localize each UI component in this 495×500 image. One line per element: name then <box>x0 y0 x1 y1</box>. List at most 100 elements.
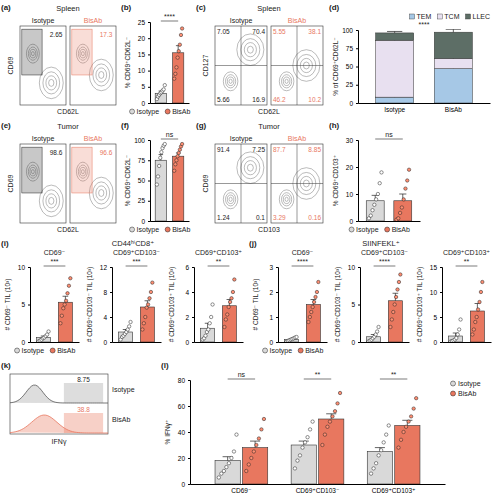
tick: 0 <box>349 218 358 225</box>
plot-frame <box>70 144 116 223</box>
tick: 100 <box>342 27 358 34</box>
data-point <box>375 330 378 333</box>
significance-bracket <box>375 139 403 140</box>
data-point <box>333 410 336 413</box>
x-axis <box>279 342 328 343</box>
title: CD69⁻ <box>44 249 66 256</box>
annotations: **** <box>161 13 178 21</box>
gate-value: 98.6 <box>50 149 63 156</box>
x-axis <box>151 221 190 222</box>
plot-frame <box>271 26 323 105</box>
tick: 75 <box>138 157 150 164</box>
data-point <box>148 297 151 300</box>
histogram-curve <box>10 385 108 403</box>
data-point <box>230 456 233 459</box>
x-axis <box>195 342 244 343</box>
data-point <box>231 290 234 293</box>
legend-label: Isotype <box>458 380 481 388</box>
data-point <box>393 303 396 306</box>
tick: 6 <box>185 264 194 271</box>
sample-label: Isotype <box>32 17 55 25</box>
x-axis <box>443 342 492 343</box>
gate-value: 1.24 <box>217 214 230 221</box>
data-point <box>328 420 331 423</box>
error-bar <box>145 301 151 307</box>
contour-line <box>223 72 238 91</box>
title: Tumor <box>57 122 79 131</box>
data-point <box>301 446 304 449</box>
tick: 2 <box>269 289 278 296</box>
marks <box>376 29 473 103</box>
legend-symbol <box>349 227 354 232</box>
data-point <box>163 142 166 145</box>
y-axis-title: % CD69⁺CD62L⁻ <box>124 37 131 88</box>
tick-label: 4 <box>103 314 107 321</box>
tick-label: 0 <box>103 339 107 346</box>
quadrant-line <box>271 65 323 66</box>
plot-frame <box>10 374 108 434</box>
y-axis-title: # CD69⁻ TIL (10³) <box>252 279 260 331</box>
quadrant-line <box>271 183 323 184</box>
marks <box>449 280 485 342</box>
y-axis: 0246 <box>185 264 194 346</box>
y-axis-title: # CD69⁺CD103⁻ TIL (10³) <box>334 267 342 343</box>
legend: IsotypeBisAb <box>349 226 410 234</box>
tick-label: 100 <box>134 137 145 144</box>
data-point <box>315 290 318 293</box>
sample-label: BisAb <box>84 135 102 142</box>
annotations: ** <box>208 258 230 266</box>
data-point <box>225 465 228 468</box>
tick: 5 <box>433 314 442 321</box>
legend-symbol <box>15 348 20 353</box>
tick-label: 0 <box>21 339 25 346</box>
data-point <box>127 325 130 328</box>
data-point <box>227 305 230 308</box>
data-point <box>457 328 460 331</box>
panel-label: (h) <box>329 121 340 130</box>
plot-frame <box>215 26 267 105</box>
gate-value: 46.2 <box>273 96 286 103</box>
tick-label: 0 <box>269 339 273 346</box>
data-point <box>307 320 310 323</box>
data-point <box>174 72 177 75</box>
tick-label: 0 <box>349 100 353 107</box>
tick-label: CD69⁺CD103⁺ <box>372 487 416 494</box>
x-axis-title: CD103 <box>258 226 280 233</box>
legend-symbol <box>165 227 170 232</box>
axis-line <box>361 342 410 343</box>
data-point <box>204 334 207 337</box>
data-point <box>377 454 380 457</box>
marks <box>285 280 321 342</box>
data-point <box>176 155 179 158</box>
marks <box>201 278 237 342</box>
data-point <box>378 182 381 185</box>
legend-symbol <box>130 227 135 232</box>
bar <box>395 426 420 485</box>
tick-mark <box>148 71 150 72</box>
tick: 10 <box>348 264 360 271</box>
data-point <box>142 322 145 325</box>
significance-bracket <box>44 266 66 267</box>
tick-mark <box>356 140 358 141</box>
error-bar <box>399 194 406 201</box>
tick: 80 <box>178 377 190 384</box>
contours <box>223 34 264 91</box>
tick-mark <box>110 342 112 343</box>
tick-label: 20 <box>138 35 146 42</box>
significance-bracket <box>228 379 255 380</box>
data-point <box>397 446 400 449</box>
data-point <box>180 142 183 145</box>
tick-mark <box>110 292 112 293</box>
y-axis: 020406080 <box>178 377 191 488</box>
y-axis-title: % CD69⁺CD103⁺ <box>332 155 339 206</box>
panel-label: (d) <box>329 3 340 12</box>
significance-bracket <box>380 379 407 380</box>
data-point <box>255 443 258 446</box>
data-point <box>235 433 238 436</box>
gate-value: 5.55 <box>273 28 286 35</box>
bar <box>366 201 384 221</box>
error-cap <box>375 447 385 448</box>
x-axis: IsotypeBisAb <box>359 104 491 114</box>
contour-line <box>43 72 60 94</box>
data-point <box>323 433 326 436</box>
